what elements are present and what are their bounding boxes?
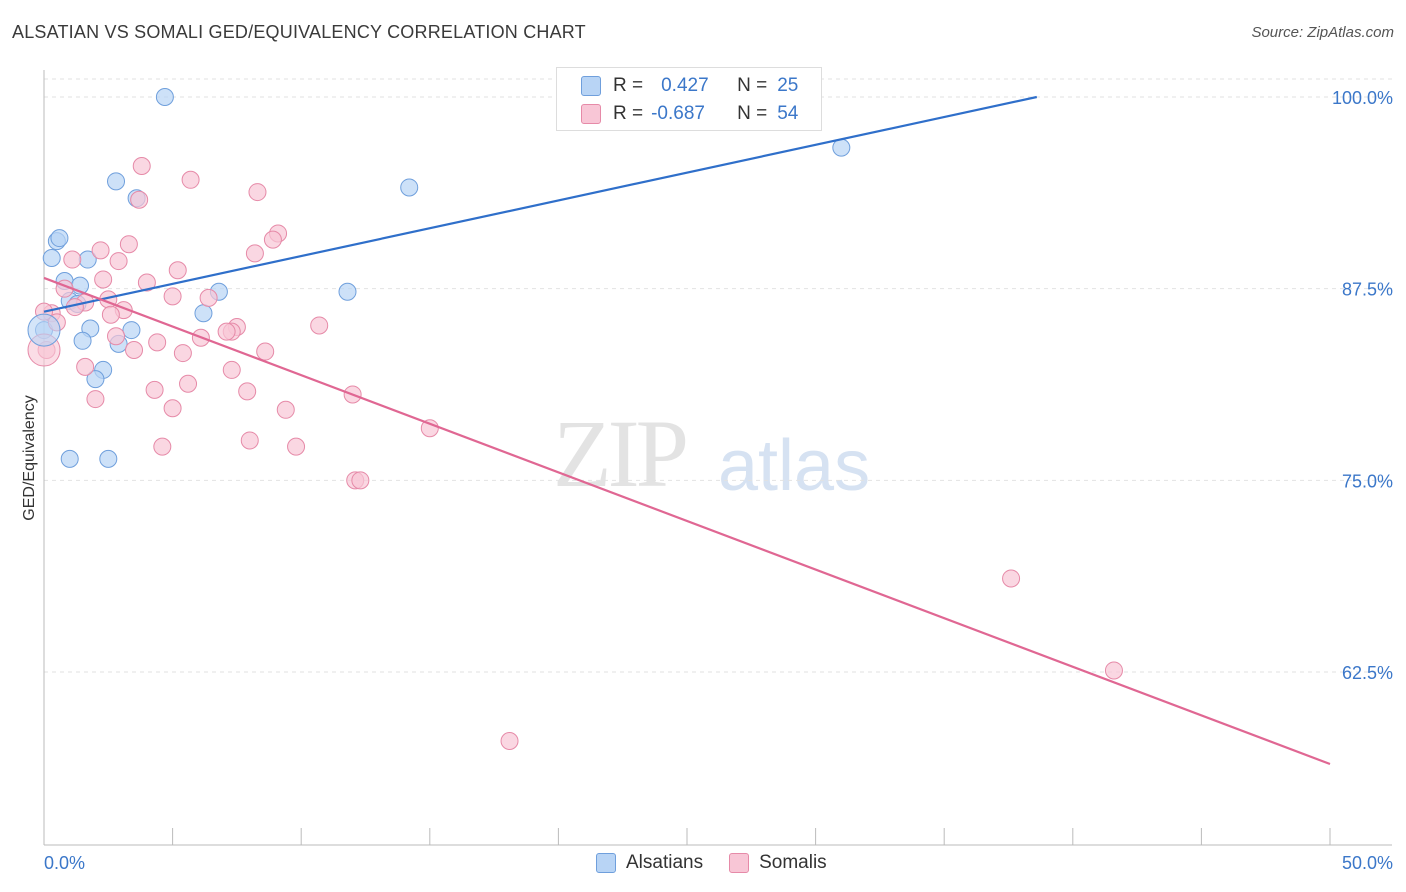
somali-point — [145, 380, 164, 399]
x-tick-label: 50.0% — [1342, 853, 1393, 873]
somali-point — [500, 732, 519, 750]
somali-point — [76, 357, 95, 376]
somali-point — [137, 273, 156, 292]
somali-point — [245, 244, 264, 263]
somali-point — [199, 288, 218, 307]
legend-n-value: 54 — [777, 103, 799, 124]
grid-lines — [44, 78, 1392, 673]
y-tick-label: 62.5% — [1342, 663, 1393, 683]
chart-title: ALSATIAN VS SOMALI GED/EQUIVALENCY CORRE… — [12, 22, 586, 42]
somali-point — [125, 341, 144, 359]
somali-point — [91, 241, 110, 260]
somali-point — [109, 252, 128, 271]
somali-point — [310, 316, 329, 335]
alsatian-point — [122, 321, 141, 340]
somali-point — [217, 322, 236, 341]
somali-point — [1002, 569, 1021, 588]
series-legend: Alsatians Somalis — [596, 852, 853, 874]
alsatian-point — [50, 229, 69, 248]
somali-point — [148, 333, 167, 352]
somali-point — [101, 305, 120, 324]
legend-r-label: R = — [613, 75, 644, 96]
alsatian-point — [107, 172, 126, 191]
y-tick-label: 75.0% — [1342, 471, 1393, 491]
alsatians-legend-swatch — [596, 853, 616, 873]
legend-row-alsatians: R = 0.427 N = 25 — [581, 73, 798, 99]
somali-point — [248, 183, 267, 202]
tick-labels: 62.5% 75.0% 87.5% 100.0% 0.0% 50.0% — [44, 88, 1393, 873]
alsatian-point — [42, 249, 61, 267]
somali-point — [222, 360, 241, 379]
somali-point — [63, 250, 82, 269]
axes — [43, 70, 1392, 846]
legend-n-label: N = — [737, 75, 768, 96]
somali-point — [173, 344, 192, 363]
alsatian-point — [338, 282, 357, 301]
legend-n-value: 25 — [777, 75, 799, 96]
legend-row-somalis: R = -0.687 N = 54 — [581, 101, 798, 127]
alsatian-point — [86, 370, 105, 389]
alsatian-point — [27, 313, 61, 347]
somali-point — [107, 327, 126, 346]
somali-point — [130, 190, 149, 209]
somali-point — [238, 382, 257, 401]
somali-point — [287, 437, 306, 456]
somali-point — [132, 157, 151, 175]
somalis-trend-line — [43, 276, 1331, 766]
y-tick-label: 87.5% — [1342, 280, 1393, 300]
somali-point — [119, 235, 138, 254]
somalis-legend-label: Somalis — [759, 852, 827, 873]
somali-point — [163, 287, 182, 306]
somali-point — [256, 342, 275, 361]
somali-point — [94, 270, 113, 289]
alsatian-point — [60, 449, 79, 468]
alsatian-point — [99, 449, 118, 468]
somali-point — [351, 471, 370, 490]
legend-r-value: 0.427 — [661, 75, 709, 96]
somali-point — [420, 419, 439, 438]
legend-item-somalis[interactable]: Somalis — [729, 852, 827, 874]
legend-r-label: R = — [613, 103, 644, 124]
alsatians-swatch — [581, 76, 601, 96]
somali-point — [153, 437, 172, 456]
somali-point — [276, 400, 295, 419]
somali-point — [240, 431, 259, 450]
somali-point — [86, 390, 105, 409]
alsatian-point — [194, 304, 213, 323]
source-label: Source: ZipAtlas.com — [1251, 24, 1394, 41]
somalis-legend-swatch — [729, 853, 750, 873]
somali-point — [179, 374, 198, 393]
legend-n-label: N = — [737, 103, 768, 124]
somali-point — [163, 399, 182, 418]
alsatian-point — [400, 178, 419, 197]
y-tick-label: 100.0% — [1332, 88, 1393, 108]
watermark-atlas: atlas — [718, 426, 871, 506]
somali-point — [181, 170, 200, 189]
alsatian-point — [73, 331, 92, 350]
legend-item-alsatians[interactable]: Alsatians — [596, 852, 703, 874]
alsatians-trend-line — [43, 95, 1038, 313]
trend-lines — [43, 95, 1331, 766]
alsatian-point — [155, 88, 174, 106]
data-points — [27, 88, 1123, 750]
somali-point — [168, 261, 187, 280]
legend-r-value: -0.687 — [651, 103, 705, 124]
somalis-swatch — [581, 104, 601, 124]
somali-point — [263, 230, 282, 249]
y-axis-label: GED/Equivalency — [21, 395, 38, 521]
x-tick-label: 0.0% — [44, 853, 85, 873]
somali-point — [1104, 661, 1123, 680]
alsatians-legend-label: Alsatians — [626, 852, 704, 873]
watermark-zip: ZIP — [553, 400, 689, 507]
correlation-legend: R = 0.427 N = 25 R = -0.687 N = 54 — [556, 67, 822, 131]
